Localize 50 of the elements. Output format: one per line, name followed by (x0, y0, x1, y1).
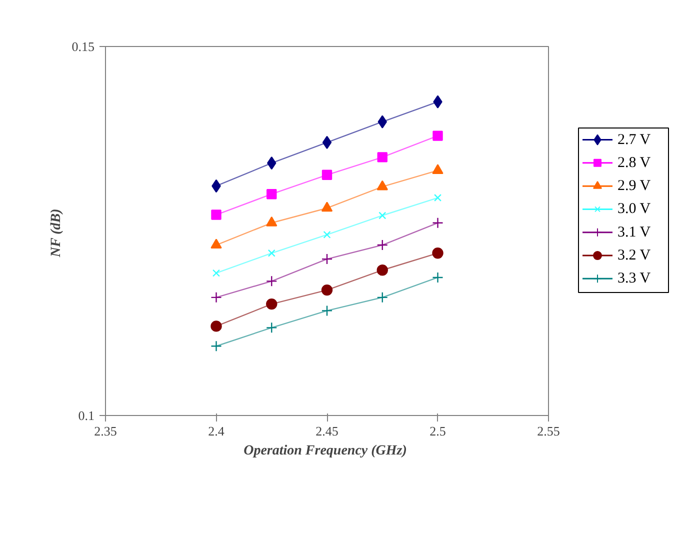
point (321, 284, 333, 296)
x-tick-label: 2.4 (208, 424, 225, 438)
point (432, 130, 443, 141)
point (210, 320, 222, 332)
legend-label: 2.9 V (618, 178, 651, 194)
point (321, 253, 333, 265)
point (322, 136, 332, 150)
point (268, 249, 276, 257)
point (376, 264, 388, 276)
point (377, 152, 388, 162)
legend-label: 2.8 V (618, 154, 651, 171)
point (433, 95, 442, 108)
point (210, 340, 222, 352)
x-tick-label: 2.5 (430, 424, 446, 438)
point (432, 248, 444, 259)
point (378, 115, 387, 128)
point (432, 164, 444, 174)
legend-label: 3.2 V (618, 248, 651, 264)
legend-label: 3.3 V (618, 270, 651, 287)
point (432, 217, 444, 228)
point (267, 156, 276, 170)
point (321, 305, 333, 316)
point (432, 272, 444, 284)
point (323, 230, 331, 238)
legend-label: 2.7 V (618, 132, 651, 148)
point (210, 238, 222, 249)
point (211, 210, 222, 220)
y-axis-title: NF (dB) (48, 208, 64, 258)
legend-label: 3.0 V (618, 201, 651, 218)
x-axis-title: Operation Frequency (GHz) (244, 444, 407, 458)
point (266, 322, 278, 334)
x-tick-label: 2.55 (537, 424, 560, 438)
point (434, 194, 442, 202)
x-tick-label: 2.35 (94, 424, 117, 438)
point (376, 180, 388, 190)
point (378, 212, 386, 220)
x-tick-label: 2.45 (316, 424, 338, 438)
point (322, 170, 332, 180)
point (266, 189, 277, 200)
legend-label: 3.1 V (618, 224, 651, 240)
point (212, 269, 220, 277)
point (266, 298, 278, 310)
point (321, 202, 333, 212)
point (376, 292, 388, 304)
y-tick-label: 0.1 (78, 408, 94, 423)
point (210, 292, 222, 304)
y-tick-label: 0.15 (72, 39, 94, 54)
point (376, 239, 388, 251)
point (266, 216, 278, 226)
point (266, 276, 278, 287)
